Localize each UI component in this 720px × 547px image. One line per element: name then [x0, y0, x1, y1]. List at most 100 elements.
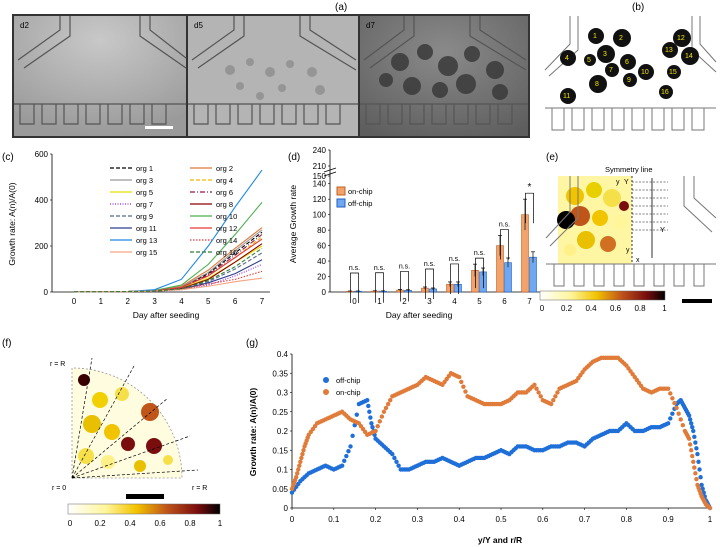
panel-label-e: (e): [546, 152, 558, 163]
d-sig-label-4: n.s.: [449, 256, 460, 263]
g-point-on-chip-1-2: [296, 467, 301, 472]
scale-bar-f: [126, 494, 164, 499]
d-ytick-5: 100: [313, 211, 327, 220]
panel-label-b: (b): [632, 2, 644, 13]
g-point-on-chip-12-2: [377, 419, 382, 424]
g-point-on-chip-12-1: [375, 423, 380, 429]
g-point-off-chip-6-2: [344, 453, 349, 459]
g-point-on-chip-50-0: [686, 436, 692, 441]
org-num-12: 12: [677, 35, 685, 42]
e-cbtick-0: 0: [540, 304, 545, 313]
g-legend-on-label: on-chip: [336, 388, 361, 397]
Y-dimension-label: Y: [660, 225, 665, 234]
e-y-top-label: y: [616, 179, 620, 186]
d-ytick-0: 0: [322, 288, 327, 297]
d5-organoids: [225, 58, 325, 100]
g-point-off-chip-13-2: [394, 459, 399, 464]
g-point-on-chip-50-1: [687, 442, 693, 447]
g-yticks: 0 0.05 0.1 0.15 0.2 0.25 0.3 0.35 0.4: [272, 350, 292, 513]
g-point-off-chip-6-3: [346, 449, 351, 454]
c-xtick-0: 0: [72, 297, 77, 306]
d-ytick-10: 240: [313, 146, 327, 155]
c-ytick-1: 200: [35, 242, 49, 251]
d-legend-off-label: off-chip: [348, 199, 372, 208]
g-point-off-chip-9-3: [368, 415, 373, 420]
g-point-on-chip-31-2: [536, 390, 541, 395]
d-ytick-9: 210: [313, 162, 327, 171]
g-point-on-chip-12-0: [373, 428, 378, 434]
g-point-on-chip-51-0: [691, 459, 696, 464]
e-y-origin-label: y: [626, 247, 630, 254]
g-point-on-chip-13-0: [381, 409, 387, 414]
g-point-on-chip-51-2: [693, 471, 698, 476]
org-num-5: 5: [587, 57, 591, 64]
g-point-on-chip-50-2: [688, 448, 694, 453]
org-num-16: 16: [661, 89, 669, 96]
d-xtick-5: 5: [477, 297, 482, 306]
c-yticks: 0 200 400 600: [35, 150, 52, 297]
d-ytick-6: 120: [313, 195, 327, 204]
g-xlabel: y/Y and r/R: [478, 535, 522, 545]
g-point-off-chip-10-1: [370, 424, 375, 430]
g-point-on-chip-12-3: [379, 414, 385, 419]
org-num-1: 1: [593, 33, 597, 40]
g-point-off-chip-52-0: [695, 451, 700, 457]
g-point-on-chip-1-0: [293, 475, 299, 480]
d-legend-off-swatch: [336, 198, 346, 208]
f-r-top-label: r = R: [50, 361, 65, 368]
d-sig-bracket-4: [450, 263, 459, 294]
quarter-circle-heatmap: r = R r = 0 r = R 0 0.2 0.4 0.6 0.8 1: [50, 357, 223, 528]
colorbar-e-ticks: 0 0.2 0.4 0.6 0.8 1: [540, 304, 668, 313]
d-ytick-8: 150: [313, 172, 327, 181]
g-xtick-3: 0.3: [412, 515, 424, 524]
d7-organoids: [379, 44, 508, 100]
g-ytick-8: 0.4: [277, 350, 289, 359]
growth-line-chart: Growth rate: A(n)/A(0) Day after seeding…: [7, 150, 270, 320]
org-num-15: 15: [669, 69, 677, 76]
d-sig-label-1: n.s.: [374, 265, 385, 272]
e-cbtick-5: 1: [662, 304, 667, 313]
org-num-9: 9: [627, 77, 631, 84]
micrograph-label-d7: d7: [366, 21, 375, 30]
c-legend-label-6: org 7: [136, 200, 153, 209]
org-num-8: 8: [595, 81, 599, 88]
d-sig-label-2: n.s.: [399, 263, 410, 270]
g-point-on-chip-1-3: [297, 463, 302, 468]
g-point-off-chip-52-2: [697, 467, 702, 472]
d-ytick-2: 40: [317, 257, 326, 266]
d-legend-on-swatch: [336, 186, 346, 196]
org-num-3: 3: [603, 51, 607, 58]
g-point-on-chip-13-3: [388, 398, 393, 403]
g-point-on-chip-48-3: [680, 423, 686, 428]
g-point-off-chip-7-1: [350, 433, 355, 439]
g-xtick-6: 0.6: [537, 515, 549, 524]
d-ytick-1: 20: [317, 273, 326, 282]
c-lines: [74, 169, 263, 293]
g-point-off-chip-51-3: [694, 446, 699, 451]
f-cbtick-5: 1: [218, 519, 223, 528]
c-xtick-2: 2: [125, 297, 130, 306]
c-legend-label-3: org 4: [216, 176, 233, 185]
colorbar-f: [67, 503, 221, 515]
c-legend-label-4: org 5: [136, 188, 153, 197]
g-point-off-chip-50-1: [687, 417, 693, 422]
g-point-on-chip-33-2: [553, 394, 558, 399]
g-point-on-chip-33-3: [555, 390, 560, 395]
g-point-on-chip-51-1: [692, 465, 697, 470]
d-ytick-7: 140: [313, 180, 327, 189]
c-legend-label-2: org 3: [136, 176, 153, 185]
f-cbtick-4: 0.8: [184, 519, 196, 528]
c-xtick-7: 7: [260, 297, 265, 306]
g-point-on-chip-48-0: [674, 405, 679, 411]
panel-label-a: (a): [335, 2, 347, 13]
d-ytick-3: 60: [317, 242, 326, 251]
c-xlabel: Day after seeding: [133, 310, 200, 320]
d-xtick-3: 3: [427, 297, 432, 306]
g-point-off-chip-51-2: [693, 440, 698, 445]
f-sector-lines: [71, 357, 199, 479]
e-x-origin-label: x: [636, 257, 640, 264]
g-xtick-8: 0.8: [621, 515, 633, 524]
panel-label-c: (c): [2, 152, 14, 163]
g-point-off-chip-52-3: [698, 475, 703, 480]
